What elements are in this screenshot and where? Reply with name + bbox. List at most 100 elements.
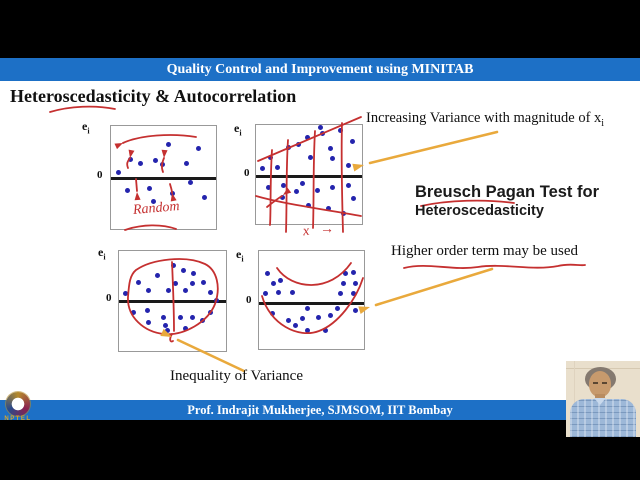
scatter-dot: [277, 277, 283, 283]
plot4-axis-label: ei: [236, 247, 244, 264]
course-title: Quality Control and Improvement using MI…: [166, 62, 474, 77]
scatter-dot: [349, 138, 355, 144]
scatter-dot: [352, 307, 358, 313]
scatter-dot: [259, 165, 265, 171]
scatter-dot: [207, 289, 213, 295]
scatter-dot: [165, 141, 171, 147]
top-letterbox: [0, 0, 640, 58]
scatter-dot: [345, 182, 351, 188]
scatter-dot: [289, 289, 295, 295]
scatter-dot: [345, 162, 351, 168]
scatter-dot: [146, 185, 152, 191]
scatter-dot: [285, 144, 291, 150]
scatter-dot: [305, 202, 311, 208]
scatter-dot: [165, 287, 171, 293]
scatter-dot: [152, 157, 158, 163]
plot3-zero-label: 0: [106, 292, 112, 304]
course-title-bar: Quality Control and Improvement using MI…: [0, 58, 640, 81]
nptel-logo-text: NPTEL: [4, 416, 32, 422]
scatter-dot: [350, 290, 356, 296]
note-increasing-variance: Increasing Variance with magnitude of xi: [366, 110, 605, 129]
scatter-dot: [177, 314, 183, 320]
scatter-dot: [183, 160, 189, 166]
scatter-dot: [170, 262, 176, 268]
note-breusch-pagan-line2: Heteroscedasticity: [415, 203, 544, 219]
scatter-dot: [337, 127, 343, 133]
scatter-dot: [304, 327, 310, 333]
note-higher-order: Higher order term may be used: [391, 243, 579, 259]
scatter-dot: [160, 314, 166, 320]
scatter-dot: [334, 305, 340, 311]
scatter-dot: [127, 156, 133, 162]
note-breusch-pagan-line1: Breusch Pagan Test for: [415, 183, 599, 201]
scatter-dot: [265, 184, 271, 190]
scatter-dot: [319, 130, 325, 136]
scatter-dot: [182, 287, 188, 293]
scatter-dot: [279, 194, 285, 200]
presenter-webcam-video: [566, 361, 640, 437]
wall-seam-vertical: [574, 361, 575, 437]
plot2-zero-label: 0: [244, 167, 250, 179]
plot2-zero-line: [256, 175, 362, 178]
scatter-dot: [172, 280, 178, 286]
scatter-dot: [162, 322, 168, 328]
scatter-dot: [304, 305, 310, 311]
scatter-dot: [295, 141, 301, 147]
scatter-dot: [329, 155, 335, 161]
handwritten-x-arrow: →: [320, 222, 334, 237]
scatter-dot: [329, 184, 335, 190]
scatter-dot: [292, 322, 298, 328]
scatter-dot: [182, 325, 188, 331]
scatter-dot: [274, 164, 280, 170]
scatter-dot: [275, 289, 281, 295]
scatter-dot: [164, 327, 170, 333]
slide-title: Heteroscedasticity & Autocorrelation: [10, 86, 297, 106]
plot2-axis-label: ei: [234, 121, 242, 138]
scatter-dot: [189, 280, 195, 286]
scatter-dot: [264, 270, 270, 276]
scatter-dot: [342, 270, 348, 276]
scatter-dot: [130, 309, 136, 315]
scatter-dot: [304, 134, 310, 140]
scatter-dot: [201, 194, 207, 200]
scatter-dot: [317, 124, 323, 130]
scatter-dot: [299, 180, 305, 186]
scatter-dot: [150, 198, 156, 204]
scatter-dot: [144, 307, 150, 313]
scatter-dot: [159, 161, 165, 167]
scatter-dot: [145, 319, 151, 325]
scatter-dot: [307, 154, 313, 160]
plot4-zero-label: 0: [246, 294, 252, 306]
scatter-dot: [195, 145, 201, 151]
plot1-zero-label: 0: [97, 169, 103, 181]
scatter-dot: [135, 279, 141, 285]
scatter-dot: [115, 169, 121, 175]
plot1-axis-label: ei: [82, 119, 90, 136]
scatter-dot: [200, 279, 206, 285]
note-inequality-of-variance: Inequality of Variance: [170, 368, 304, 384]
scatter-dot: [350, 269, 356, 275]
presenter-collar: [594, 398, 606, 405]
presenter-brow-left: [593, 382, 598, 384]
scatter-dot: [340, 210, 346, 216]
scatter-dot: [327, 145, 333, 151]
scatter-dot: [314, 187, 320, 193]
scatter-dot: [199, 317, 205, 323]
plot3-axis-label: ei: [98, 245, 106, 262]
scatter-dot: [180, 267, 186, 273]
scatter-dot: [207, 309, 213, 315]
bottom-letterbox: [0, 420, 640, 480]
scatter-dot: [337, 290, 343, 296]
presenter-credit-bar: Prof. Indrajit Mukherjee, SJMSOM, IIT Bo…: [0, 400, 640, 420]
scatter-dot: [325, 205, 331, 211]
scatter-dot: [280, 182, 286, 188]
presenter-brow-right: [602, 382, 607, 384]
presenter-face: [589, 371, 611, 397]
scatter-dot: [340, 280, 346, 286]
scatter-dot: [190, 270, 196, 276]
scatter-dot: [315, 314, 321, 320]
scatter-dot: [154, 272, 160, 278]
scatter-dot: [187, 179, 193, 185]
scatter-dot: [269, 310, 275, 316]
